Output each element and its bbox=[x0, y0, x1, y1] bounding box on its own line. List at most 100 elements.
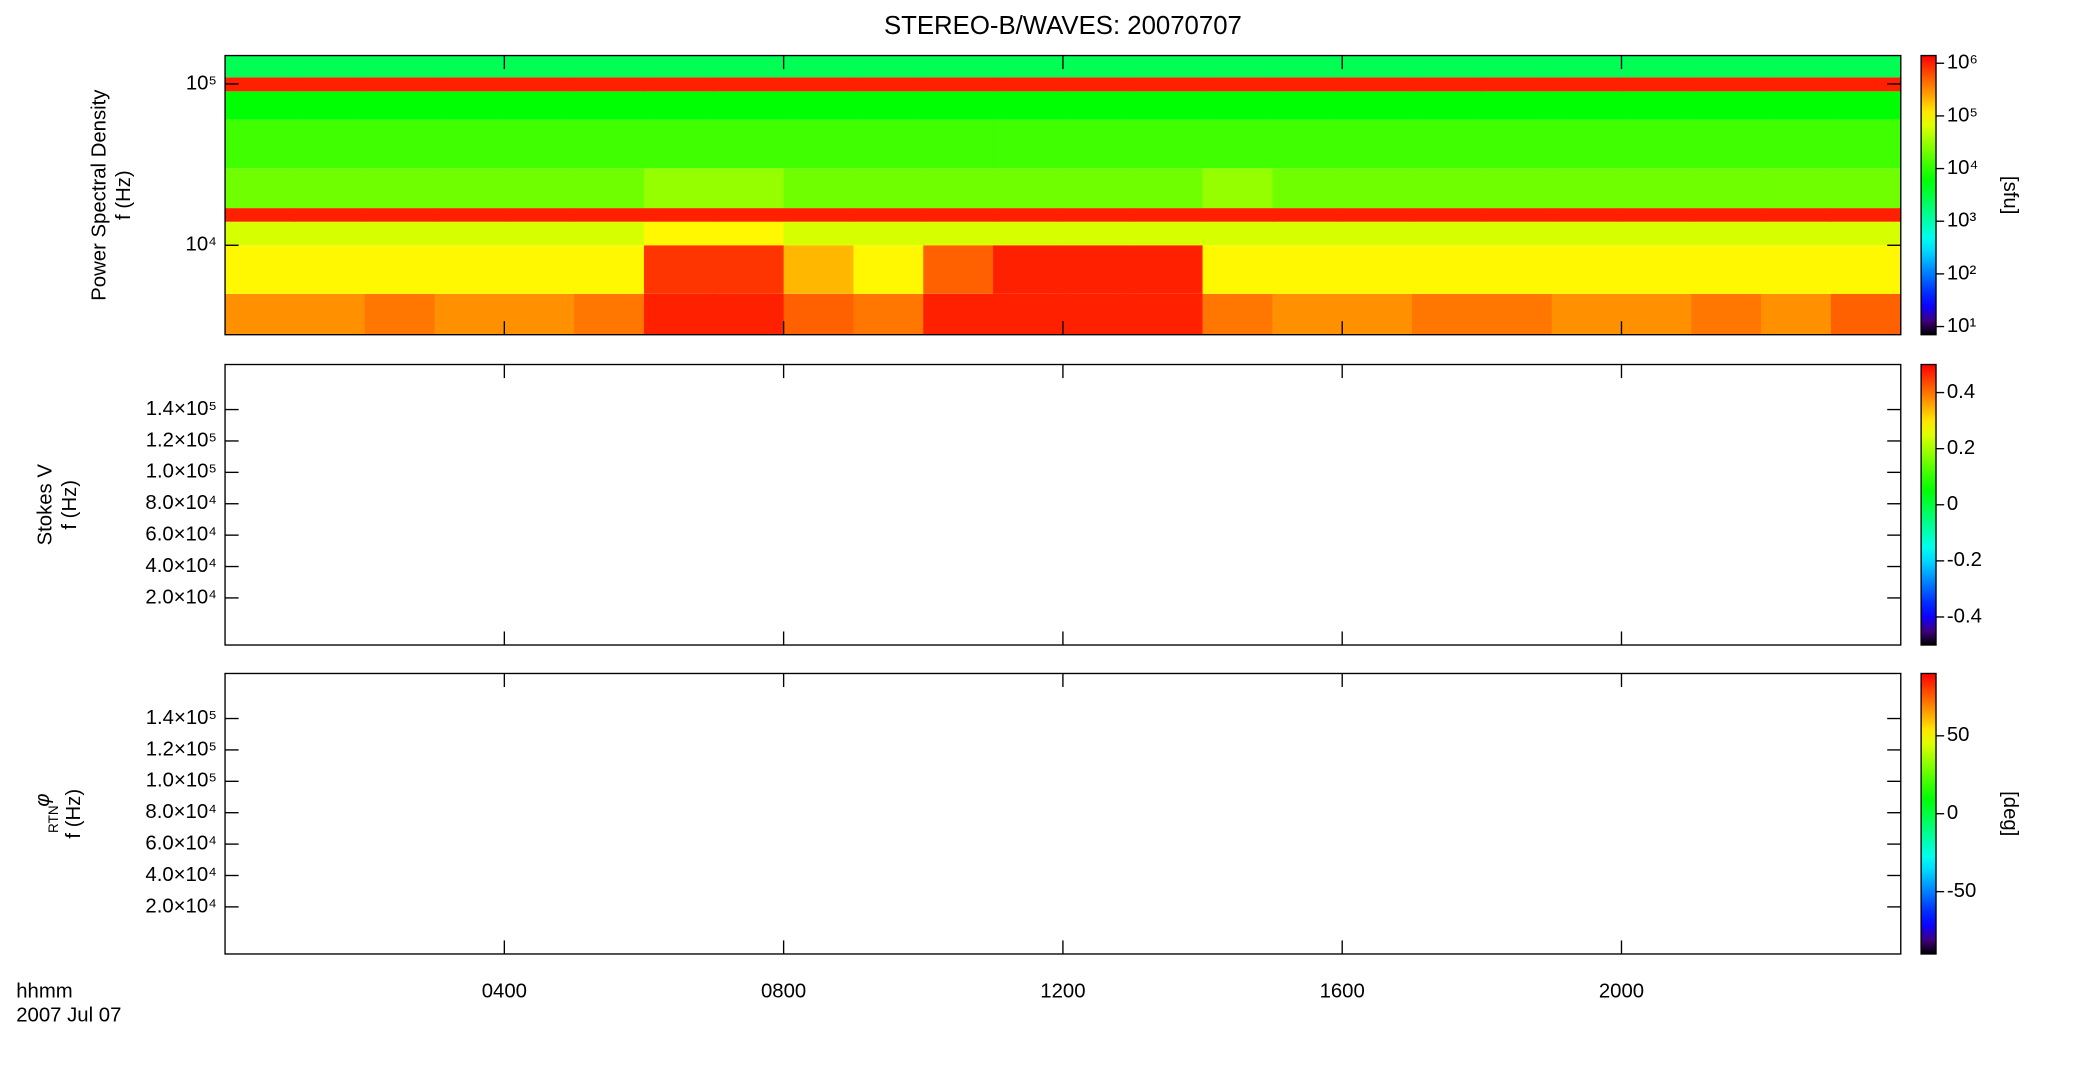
heatmap-cell bbox=[1202, 168, 1274, 209]
plot-frame bbox=[224, 672, 1902, 955]
heatmap-cell bbox=[574, 245, 645, 294]
heatmap-cell bbox=[1132, 55, 1204, 78]
heatmap-cell bbox=[434, 77, 506, 92]
x-tick-label: 2000 bbox=[1599, 980, 1644, 1002]
heatmap-cell bbox=[1830, 91, 1902, 120]
heatmap-cell bbox=[1342, 119, 1413, 169]
y-axis-label: Stokes V bbox=[34, 464, 56, 546]
heatmap-cell bbox=[504, 55, 575, 78]
heatmap-cell bbox=[1342, 91, 1413, 120]
heatmap-cell bbox=[1342, 168, 1413, 209]
heatmap-cell bbox=[993, 55, 1064, 78]
heatmap-cell bbox=[783, 119, 855, 169]
heatmap-cell bbox=[1342, 245, 1413, 294]
heatmap-cell bbox=[294, 91, 366, 120]
heatmap-cell bbox=[1062, 119, 1134, 169]
heatmap-cell bbox=[1551, 208, 1623, 222]
heatmap-cell bbox=[1412, 168, 1483, 209]
heatmap-cell bbox=[1691, 77, 1762, 92]
heatmap-cell bbox=[504, 293, 575, 335]
heatmap-cell bbox=[1481, 293, 1553, 335]
heatmap-cell bbox=[364, 77, 436, 92]
plot-frame bbox=[224, 363, 1902, 646]
heatmap-cell bbox=[294, 55, 366, 78]
x-tick-label: 0800 bbox=[761, 980, 806, 1002]
heatmap-cell bbox=[574, 55, 645, 78]
heatmap-cell bbox=[1412, 293, 1483, 335]
heatmap-cell bbox=[643, 91, 715, 120]
heatmap-cell bbox=[1830, 245, 1902, 294]
heatmap-cell bbox=[923, 91, 994, 120]
colorbar-tick-label: 10² bbox=[1947, 262, 1977, 284]
heatmap-cell bbox=[993, 77, 1064, 92]
heatmap-cell bbox=[713, 91, 785, 120]
heatmap-cell bbox=[1272, 293, 1343, 335]
heatmap-cell bbox=[1272, 55, 1343, 78]
heatmap-cell bbox=[504, 91, 575, 120]
heatmap-cell bbox=[713, 208, 785, 222]
heatmap-cell bbox=[1202, 221, 1274, 246]
heatmap-cell bbox=[1272, 77, 1343, 92]
heatmap-cell bbox=[364, 245, 436, 294]
heatmap-cell bbox=[1342, 208, 1413, 222]
heatmap-cell bbox=[504, 245, 575, 294]
heatmap-cell bbox=[643, 221, 715, 246]
heatmap-cell bbox=[1761, 245, 1832, 294]
heatmap-cell bbox=[993, 91, 1064, 120]
heatmap-cell bbox=[1621, 208, 1692, 222]
colorbar-tick-label: -0.4 bbox=[1947, 605, 1982, 627]
heatmap-cell bbox=[1272, 245, 1343, 294]
heatmap-cell bbox=[225, 91, 296, 120]
heatmap-cell bbox=[1621, 55, 1692, 78]
heatmap-cell bbox=[1062, 208, 1134, 222]
heatmap-cell bbox=[1202, 91, 1274, 120]
heatmap-cell bbox=[1481, 168, 1553, 209]
heatmap-cell bbox=[1830, 293, 1902, 335]
heatmap-cell bbox=[1481, 208, 1553, 222]
heatmap-cell bbox=[713, 119, 785, 169]
y-tick-label: 2.0×10⁴ bbox=[145, 895, 217, 917]
heatmap-cell bbox=[1761, 168, 1832, 209]
heatmap-cell bbox=[1691, 221, 1762, 246]
heatmap-cell bbox=[853, 293, 924, 335]
heatmap-cell bbox=[993, 293, 1064, 335]
heatmap-cell bbox=[434, 168, 506, 209]
heatmap-cell bbox=[923, 77, 994, 92]
heatmap-cell bbox=[1551, 221, 1623, 246]
heatmap-cell bbox=[574, 208, 645, 222]
colorbar-tick-label: 0 bbox=[1947, 802, 1958, 824]
heatmap-cell bbox=[1412, 55, 1483, 78]
heatmap-cell bbox=[1412, 91, 1483, 120]
y-axis-label: RTN bbox=[46, 805, 61, 833]
colorbar-label: [sfu] bbox=[1999, 176, 2021, 214]
heatmap-cell bbox=[643, 208, 715, 222]
y-tick-label: 10⁴ bbox=[186, 234, 217, 256]
heatmap-cell bbox=[1761, 293, 1832, 335]
heatmap-cell bbox=[853, 221, 924, 246]
heatmap-cell bbox=[1342, 77, 1413, 92]
heatmap-cell bbox=[1412, 208, 1483, 222]
heatmap-cell bbox=[1062, 55, 1134, 78]
heatmap-cell bbox=[434, 221, 506, 246]
heatmap-cell bbox=[574, 221, 645, 246]
heatmap-cell bbox=[294, 221, 366, 246]
heatmap-cell bbox=[1132, 293, 1204, 335]
heatmap-cell bbox=[1062, 168, 1134, 209]
heatmap-cell bbox=[1621, 293, 1692, 335]
heatmap-cell bbox=[1481, 77, 1553, 92]
heatmap-cell bbox=[853, 119, 924, 169]
heatmap-cell bbox=[1412, 245, 1483, 294]
heatmap-cell bbox=[1551, 77, 1623, 92]
colorbar-tick-label: 0.4 bbox=[1947, 381, 1975, 403]
heatmap-cell bbox=[225, 77, 296, 92]
heatmap-cell bbox=[1062, 91, 1134, 120]
y-tick-label: 6.0×10⁴ bbox=[145, 832, 217, 854]
chart-title: STEREO-B/WAVES: 20070707 bbox=[884, 12, 1242, 40]
y-tick-label: 1.2×10⁵ bbox=[146, 738, 217, 760]
y-axis-label: f (Hz) bbox=[113, 170, 135, 220]
heatmap-cell bbox=[294, 208, 366, 222]
heatmap-cell bbox=[993, 221, 1064, 246]
heatmap-cell bbox=[225, 119, 296, 169]
heatmap-cell bbox=[364, 119, 436, 169]
